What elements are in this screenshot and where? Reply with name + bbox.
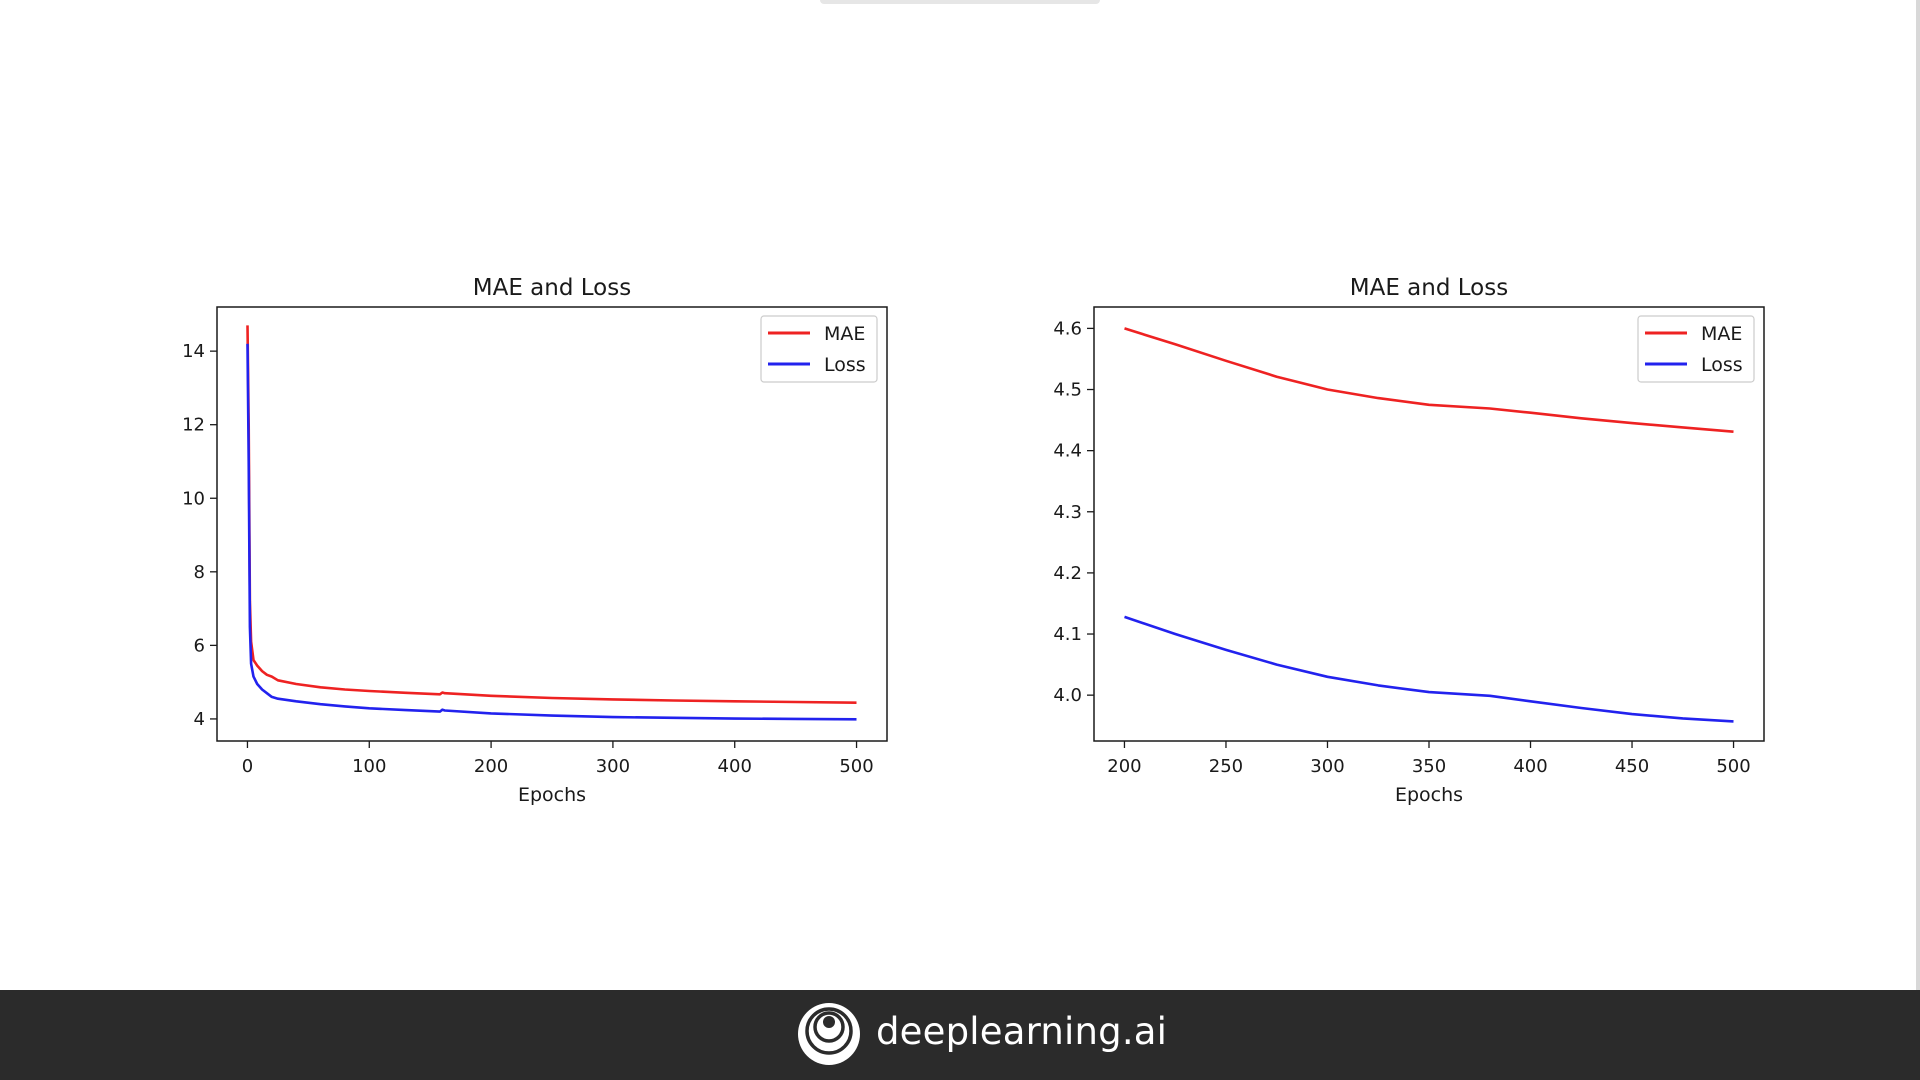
y-tick-label: 12 bbox=[182, 415, 205, 436]
legend-label-mae: MAE bbox=[1701, 323, 1742, 345]
y-tick-label: 14 bbox=[182, 341, 205, 362]
x-tick-label: 400 bbox=[1513, 756, 1547, 777]
y-tick-label: 6 bbox=[194, 635, 205, 656]
scrollbar-edge bbox=[1916, 0, 1920, 990]
legend-label-loss: Loss bbox=[1701, 354, 1743, 376]
x-axis-label: Epochs bbox=[518, 784, 586, 806]
slide-area: MAE and Loss Epochs 0 100 200 300 400 500 4 6 8… bbox=[182, 0, 1920, 990]
legend: MAE Loss bbox=[1637, 315, 1755, 383]
plot-frame bbox=[1093, 306, 1765, 742]
y-tick-label: 8 bbox=[194, 562, 205, 583]
chart-left: MAE and Loss Epochs 0 100 200 300 400 500 4 6 8… bbox=[182, 275, 888, 806]
x-tick-label: 500 bbox=[839, 756, 873, 777]
series-line-mae bbox=[1124, 327, 1734, 433]
x-tick-label: 200 bbox=[1107, 756, 1141, 777]
x-tick-label: 200 bbox=[474, 756, 508, 777]
y-tick-label: 4.6 bbox=[1053, 318, 1082, 339]
y-tick-label: 4.2 bbox=[1053, 563, 1082, 584]
x-tick-label: 300 bbox=[1310, 756, 1344, 777]
chart-right: MAE and Loss Epochs 200 250 300 350 400 450 50… bbox=[1053, 275, 1765, 806]
x-tick-label: 0 bbox=[242, 756, 253, 777]
x-tick-label: 450 bbox=[1615, 756, 1649, 777]
chart-title: MAE and Loss bbox=[1350, 275, 1508, 301]
legend: MAE Loss bbox=[760, 315, 878, 383]
series-line-loss bbox=[1124, 615, 1734, 723]
top-tab-handle bbox=[820, 0, 1100, 4]
legend-label-loss: Loss bbox=[824, 354, 866, 376]
x-tick-label: 100 bbox=[352, 756, 386, 777]
chart-title: MAE and Loss bbox=[473, 275, 631, 301]
x-tick-label: 350 bbox=[1412, 756, 1446, 777]
y-tick-label: 4.3 bbox=[1053, 502, 1082, 523]
y-tick-label: 10 bbox=[182, 488, 205, 509]
x-tick-label: 500 bbox=[1716, 756, 1750, 777]
footer-bar: deeplearning.ai bbox=[0, 990, 1920, 1080]
plot-frame bbox=[216, 306, 888, 742]
y-tick-label: 4 bbox=[194, 709, 205, 730]
y-tick-label: 4.5 bbox=[1053, 380, 1082, 401]
y-tick-label: 4.0 bbox=[1053, 685, 1082, 706]
x-tick-label: 400 bbox=[718, 756, 752, 777]
x-tick-label: 300 bbox=[596, 756, 630, 777]
legend-label-mae: MAE bbox=[824, 323, 865, 345]
series-line-loss bbox=[246, 343, 857, 721]
x-axis-label: Epochs bbox=[1395, 784, 1463, 806]
brand-name: deeplearning.ai bbox=[876, 1010, 1168, 1053]
x-tick-label: 250 bbox=[1209, 756, 1243, 777]
y-tick-label: 4.1 bbox=[1053, 624, 1082, 645]
series-line-mae bbox=[246, 325, 857, 704]
y-tick-label: 4.4 bbox=[1053, 441, 1082, 462]
deeplearning-ai-logo-icon bbox=[798, 1003, 860, 1065]
